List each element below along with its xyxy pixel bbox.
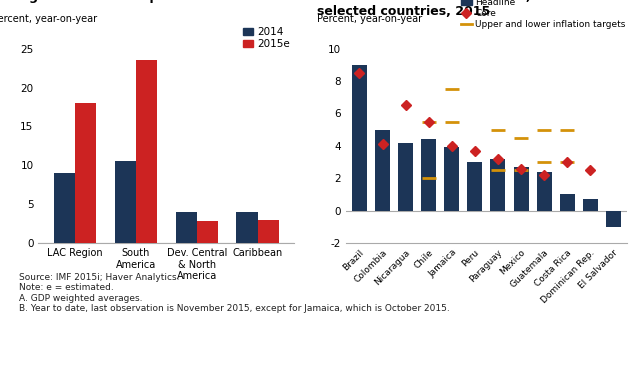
- Bar: [560, 194, 575, 211]
- Bar: [237, 212, 258, 243]
- Bar: [583, 199, 598, 211]
- Text: Percent, year-on-year: Percent, year-on-year: [0, 13, 97, 24]
- Bar: [136, 60, 157, 243]
- Bar: [398, 142, 413, 211]
- Bar: [258, 220, 279, 243]
- Bar: [513, 167, 529, 211]
- Text: Percent, year-on-year: Percent, year-on-year: [317, 13, 422, 24]
- Bar: [175, 212, 197, 243]
- Bar: [75, 103, 96, 243]
- Bar: [421, 140, 436, 211]
- Bar: [444, 147, 460, 211]
- Bar: [352, 65, 367, 211]
- Legend: Headline, Core, Upper and lower inflation targets: Headline, Core, Upper and lower inflatio…: [457, 0, 629, 33]
- Bar: [606, 211, 621, 227]
- Bar: [115, 162, 136, 243]
- Legend: 2014, 2015e: 2014, 2015e: [239, 23, 294, 53]
- Bar: [54, 173, 75, 243]
- Bar: [490, 159, 506, 211]
- Bar: [536, 172, 552, 211]
- Bar: [467, 162, 483, 211]
- Text: Source: IMF 2015i; Haver Analytics.
Note: e = estimated.
A. GDP weighted average: Source: IMF 2015i; Haver Analytics. Note…: [19, 273, 450, 313]
- Text: B. Headline and core inflation,
selected countries, 2015: B. Headline and core inflation, selected…: [317, 0, 531, 18]
- Text: A. Regional consumer price inflation: A. Regional consumer price inflation: [0, 0, 248, 3]
- Bar: [197, 221, 218, 243]
- Bar: [375, 130, 390, 211]
